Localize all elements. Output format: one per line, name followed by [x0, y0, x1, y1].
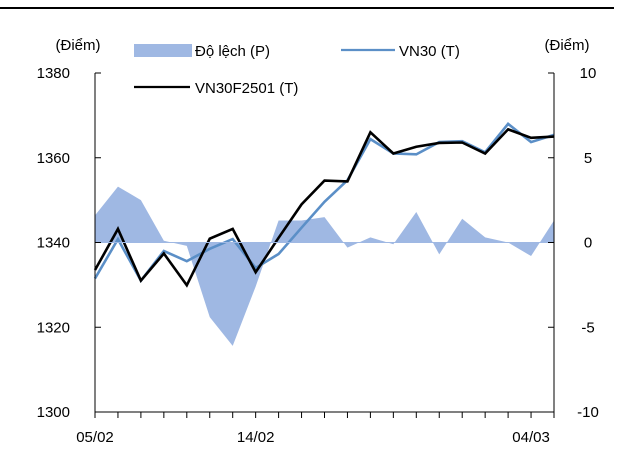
line-series-layer — [93, 122, 555, 288]
deviation-area-layer — [95, 186, 554, 346]
left-tick-label: 1360 — [37, 150, 70, 167]
axes-layer: 1300 1320 1340 1360 1380 -10 -5 0 5 10 05/02 14/02 0… — [37, 37, 599, 446]
left-tick-label: 1320 — [37, 319, 70, 336]
x-tick-label: 05/02 — [76, 429, 114, 446]
legend-label-vn30f2501: VN30F2501 (T) — [195, 80, 298, 97]
deviation-area — [95, 186, 554, 346]
left-tick-label: 1340 — [37, 235, 70, 252]
legend-label-vn30: VN30 (T) — [399, 43, 460, 60]
left-tick-label: 1380 — [37, 65, 70, 82]
legend-swatch-deviation — [134, 44, 192, 57]
left-tick-label: 1300 — [37, 404, 70, 421]
right-tick-label: 5 — [584, 150, 592, 167]
right-tick-label: -10 — [577, 404, 599, 421]
right-axis-unit: (Điểm) — [545, 37, 590, 54]
right-tick-label: 0 — [584, 235, 592, 252]
vn30f2501-line — [93, 127, 555, 288]
x-tick-label: 04/03 — [512, 429, 550, 446]
right-tick-label: -5 — [581, 319, 594, 336]
x-tick-label: 14/02 — [237, 429, 275, 446]
vn30-line — [93, 122, 555, 283]
legend: Độ lệch (P) VN30 (T) VN30F2501 (T) — [134, 43, 460, 97]
right-tick-label: 10 — [580, 65, 597, 82]
top-rule — [0, 7, 614, 9]
legend-label-deviation: Độ lệch (P) — [195, 43, 270, 60]
left-axis-unit: (Điểm) — [56, 37, 101, 54]
